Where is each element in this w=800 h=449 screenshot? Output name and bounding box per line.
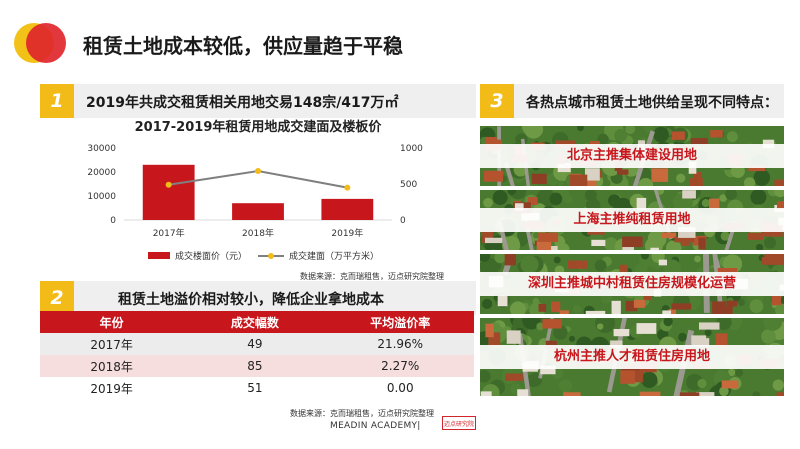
section-2-heading: 租赁土地溢价相对较小，降低企业拿地成本: [118, 292, 384, 308]
table-cell-premium: 2.27%: [326, 355, 474, 377]
x-tick-label: 2019年: [331, 227, 363, 239]
page-title: 租赁土地成本较低，供应量趋于平稳: [83, 34, 403, 58]
section-2-number: 2: [40, 281, 74, 315]
legend-label: 成交楼面价（元）: [175, 250, 247, 262]
red-circle-icon: [26, 23, 66, 63]
premium-table: 年份 成交幅数 平均溢价率 2017年 49 21.96% 2018年 85 2…: [40, 311, 474, 399]
chart-bar: [321, 198, 374, 220]
city-strip-shanghai: 上海主推纯租赁用地: [480, 190, 784, 250]
city-label-shanghai: 上海主推纯租赁用地: [480, 208, 784, 232]
city-strip-hangzhou: 杭州主推人才租赁住房用地: [480, 318, 784, 396]
city-label-shenzhen: 深圳主推城中村租赁住房规模化运营: [480, 272, 784, 296]
table-row: 2017年 49 21.96%: [40, 333, 474, 355]
chart-title: 2017-2019年租赁用地成交建面及楼板价: [134, 120, 382, 135]
y-right-tick-label: 500: [400, 180, 417, 190]
table-header-premium: 平均溢价率: [326, 311, 474, 333]
section-1-header: 1 2019年共成交租赁相关用地交易148宗/417万㎡: [40, 84, 476, 118]
table-cell-premium: 0.00: [326, 377, 474, 399]
city-strip-shenzhen: 深圳主推城中村租赁住房规模化运营: [480, 254, 784, 314]
y-left-tick-label: 20000: [87, 168, 116, 178]
legend-bar-swatch: [148, 252, 170, 259]
table-cell-count: 49: [183, 333, 327, 355]
y-left-tick-label: 10000: [87, 192, 116, 202]
section-3-header: 3 各热点城市租赁土地供给呈现不同特点：: [480, 84, 784, 118]
y-right-tick-label: 1000: [400, 144, 423, 154]
city-label-beijing: 北京主推集体建设用地: [480, 144, 784, 168]
x-tick-label: 2017年: [153, 227, 185, 239]
table-source: 数据来源：克而瑞租售，迈点研究院整理: [290, 409, 434, 418]
y-right-tick-label: 0: [400, 216, 406, 226]
city-label-hangzhou: 杭州主推人才租赁住房用地: [480, 345, 784, 369]
section-1-heading: 2019年共成交租赁相关用地交易148宗/417万㎡: [86, 95, 399, 111]
table-header-count: 成交幅数: [183, 311, 327, 333]
table-cell-premium: 21.96%: [326, 333, 474, 355]
table-cell-year: 2018年: [40, 355, 184, 377]
city-strip-beijing: 北京主推集体建设用地: [480, 126, 784, 186]
chart-line-point: [255, 168, 261, 175]
table-row: 2019年 51 0.00: [40, 377, 474, 399]
chart-line-point: [165, 181, 172, 188]
table-header-year: 年份: [40, 311, 184, 333]
chart-bar: [232, 203, 284, 220]
y-left-tick-label: 0: [110, 216, 116, 226]
section-2-header: 2 租赁土地溢价相对较小，降低企业拿地成本: [40, 281, 476, 315]
y-left-tick-label: 30000: [87, 144, 116, 154]
footer-logo: 迈点研究院: [442, 416, 476, 430]
legend-label: 成交建面（万平方米）: [289, 250, 379, 262]
section-1-number: 1: [40, 84, 74, 118]
footer-academy: MEADIN ACADEMY|: [330, 421, 421, 431]
brand-logo-circles: [14, 23, 70, 63]
combo-chart: 0 10000 20000 30000 0 500 1000 2017年 2018年 2019年成…: [87, 144, 423, 262]
table-cell-year: 2017年: [40, 333, 184, 355]
chart-bar: [142, 164, 195, 220]
chart-source: 数据来源：克而瑞租售，迈点研究院整理: [300, 272, 444, 281]
legend-line-marker: [268, 253, 274, 259]
table-row: 2018年 85 2.27%: [40, 355, 474, 377]
table-cell-count: 51: [183, 377, 327, 399]
section-3-heading: 各热点城市租赁土地供给呈现不同特点：: [526, 95, 778, 111]
section-3-number: 3: [480, 84, 514, 118]
table-header-row: 年份 成交幅数 平均溢价率: [40, 311, 474, 333]
table-cell-year: 2019年: [40, 377, 184, 399]
x-tick-label: 2018年: [242, 227, 274, 239]
table-cell-count: 85: [183, 355, 327, 377]
chart-line-point: [344, 184, 351, 191]
